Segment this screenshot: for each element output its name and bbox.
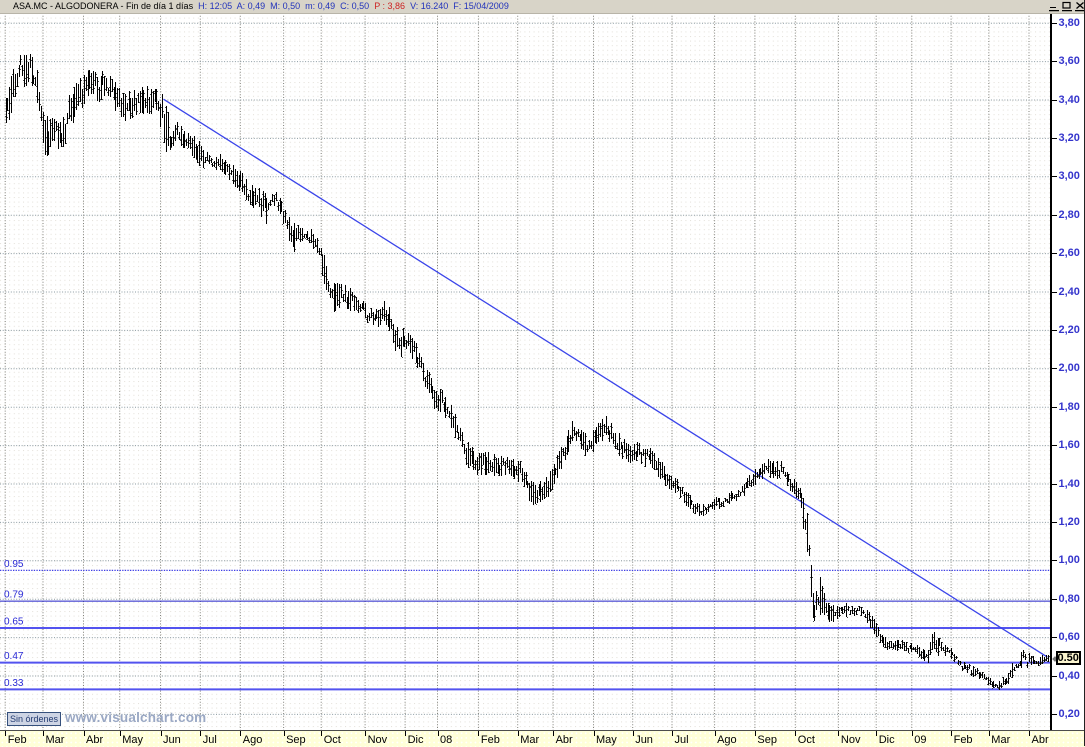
svg-text:0.79: 0.79 [4,590,24,601]
svg-text:0.47: 0.47 [4,651,24,662]
svg-text:0.65: 0.65 [4,617,24,628]
svg-text:0.95: 0.95 [4,559,24,570]
svg-text:0.33: 0.33 [4,678,24,689]
